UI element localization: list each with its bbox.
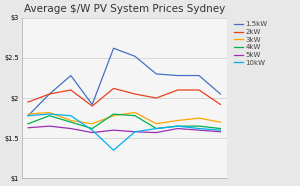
2kW bbox=[69, 89, 73, 91]
Line: 3kW: 3kW bbox=[28, 113, 220, 124]
4kW bbox=[133, 115, 137, 117]
1.5kW bbox=[48, 93, 51, 95]
2kW bbox=[219, 103, 222, 106]
4kW bbox=[26, 123, 30, 125]
Line: 10kW: 10kW bbox=[28, 114, 220, 150]
2kW bbox=[133, 93, 137, 95]
10kW bbox=[219, 129, 222, 131]
Title: Average $/W PV System Prices Sydney: Average $/W PV System Prices Sydney bbox=[24, 4, 225, 14]
3kW bbox=[176, 119, 179, 122]
10kW bbox=[154, 127, 158, 130]
3kW bbox=[26, 113, 30, 115]
1.5kW bbox=[26, 115, 30, 117]
5kW bbox=[176, 127, 179, 130]
3kW bbox=[48, 111, 51, 114]
5kW bbox=[112, 129, 116, 131]
5kW bbox=[197, 129, 201, 131]
4kW bbox=[112, 113, 116, 115]
1.5kW bbox=[90, 103, 94, 106]
2kW bbox=[176, 89, 179, 91]
1.5kW bbox=[112, 47, 116, 49]
10kW bbox=[90, 129, 94, 131]
4kW bbox=[176, 125, 179, 127]
10kW bbox=[26, 115, 30, 117]
Line: 2kW: 2kW bbox=[28, 88, 220, 106]
3kW bbox=[90, 123, 94, 125]
Line: 4kW: 4kW bbox=[28, 114, 220, 129]
Line: 5kW: 5kW bbox=[28, 126, 220, 133]
5kW bbox=[69, 127, 73, 130]
10kW bbox=[112, 149, 116, 151]
2kW bbox=[26, 101, 30, 103]
4kW bbox=[219, 127, 222, 130]
3kW bbox=[133, 111, 137, 114]
10kW bbox=[176, 125, 179, 127]
1.5kW bbox=[133, 55, 137, 57]
4kW bbox=[48, 115, 51, 117]
10kW bbox=[197, 127, 201, 130]
4kW bbox=[90, 127, 94, 130]
1.5kW bbox=[176, 74, 179, 77]
4kW bbox=[69, 121, 73, 123]
3kW bbox=[154, 123, 158, 125]
3kW bbox=[219, 121, 222, 123]
1.5kW bbox=[219, 93, 222, 95]
4kW bbox=[197, 125, 201, 127]
3kW bbox=[197, 117, 201, 119]
2kW bbox=[112, 87, 116, 89]
1.5kW bbox=[197, 74, 201, 77]
Legend: 1.5kW, 2kW, 3kW, 4kW, 5kW, 10kW: 1.5kW, 2kW, 3kW, 4kW, 5kW, 10kW bbox=[234, 21, 268, 66]
5kW bbox=[154, 132, 158, 134]
10kW bbox=[48, 113, 51, 115]
3kW bbox=[112, 115, 116, 117]
5kW bbox=[133, 131, 137, 133]
5kW bbox=[90, 132, 94, 134]
2kW bbox=[154, 97, 158, 99]
2kW bbox=[197, 89, 201, 91]
5kW bbox=[48, 125, 51, 127]
10kW bbox=[69, 115, 73, 117]
5kW bbox=[219, 131, 222, 133]
2kW bbox=[90, 105, 94, 107]
1.5kW bbox=[69, 74, 73, 77]
3kW bbox=[69, 119, 73, 122]
5kW bbox=[26, 127, 30, 129]
Line: 1.5kW: 1.5kW bbox=[28, 48, 220, 116]
10kW bbox=[133, 131, 137, 133]
4kW bbox=[154, 127, 158, 130]
2kW bbox=[48, 93, 51, 95]
1.5kW bbox=[154, 73, 158, 75]
